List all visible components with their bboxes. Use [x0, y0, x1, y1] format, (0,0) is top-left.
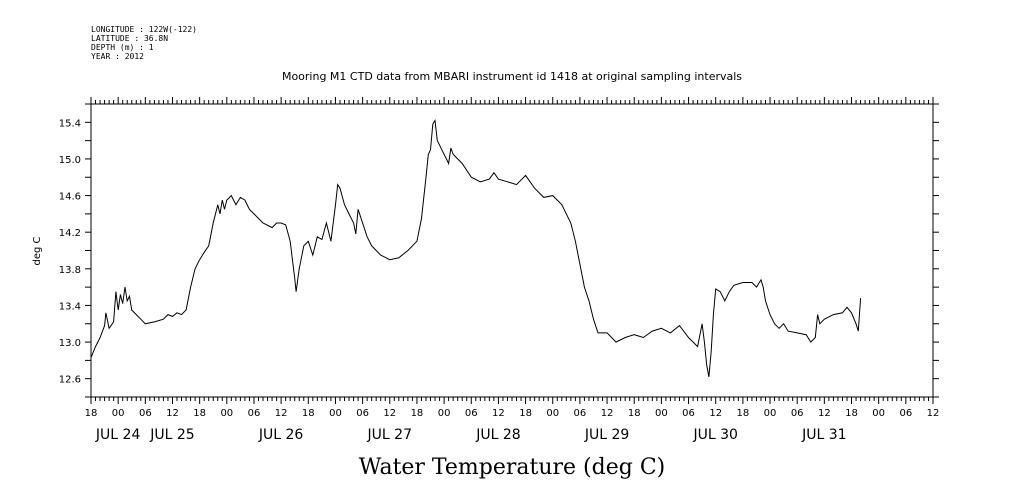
- y-tick-label: 15.4: [59, 118, 81, 129]
- x-tick-label: 06: [682, 408, 695, 419]
- longitude-text: LONGITUDE : 122W(-122): [91, 25, 197, 34]
- x-tick-label: 06: [139, 408, 152, 419]
- x-axis-title: Water Temperature (deg C): [359, 455, 666, 480]
- x-tick-label: 12: [492, 408, 505, 419]
- temperature-series-line: [90, 118, 862, 377]
- x-tick-label: 00: [546, 408, 559, 419]
- x-tick-label: 12: [927, 408, 940, 419]
- x-tick-label: 12: [709, 408, 722, 419]
- y-tick-label: 15.0: [59, 155, 81, 166]
- x-tick-labels: 18 00 06 12 18 00 06 12 18 00 06 12 18 00 06 12 18 00 06 12…: [85, 408, 940, 419]
- x-tick-label: 18: [737, 408, 750, 419]
- y-tick-labels: 12.6 13.0 13.4 13.8 14.2 14.6 15.0 15.4: [59, 118, 81, 385]
- latitude-text: LATITUDE : 36.8N: [91, 34, 168, 43]
- x-tick-label: 18: [85, 408, 98, 419]
- x-tick-label: 00: [764, 408, 777, 419]
- depth-text: DEPTH (m) : 1: [91, 43, 154, 52]
- x-tick-label: 06: [791, 408, 804, 419]
- x-day-label: JUL 30: [692, 427, 737, 443]
- x-tick-label: 06: [248, 408, 261, 419]
- y-tick-label: 13.8: [59, 265, 81, 276]
- x-tick-label: 06: [465, 408, 478, 419]
- year-text: YEAR : 2012: [91, 52, 144, 61]
- x-tick-label: 12: [275, 408, 288, 419]
- x-tick-label: 18: [628, 408, 641, 419]
- chart-title: Mooring M1 CTD data from MBARI instrumen…: [282, 70, 742, 83]
- x-tick-label: 00: [329, 408, 342, 419]
- day-labels: JUL 24 JUL 25 JUL 26 JUL 27 JUL 28 JUL 29 JUL …: [95, 427, 847, 443]
- x-tick-label: 00: [112, 408, 125, 419]
- plot-frame: [90, 103, 934, 398]
- x-day-label: JUL 24: [95, 427, 141, 443]
- tick-marks: [85, 97, 939, 404]
- y-tick-label: 14.6: [59, 192, 81, 203]
- x-tick-label: 12: [383, 408, 396, 419]
- x-tick-label: 18: [411, 408, 424, 419]
- y-tick-label: 13.0: [59, 338, 81, 349]
- x-tick-label: 00: [220, 408, 233, 419]
- x-tick-label: 00: [655, 408, 668, 419]
- y-tick-label: 13.4: [59, 301, 81, 312]
- x-tick-label: 18: [845, 408, 858, 419]
- x-tick-label: 06: [356, 408, 369, 419]
- x-tick-label: 12: [166, 408, 179, 419]
- x-tick-label: 06: [574, 408, 587, 419]
- x-tick-label: 18: [519, 408, 532, 419]
- y-axis-label: deg C: [32, 236, 43, 265]
- x-tick-label: 18: [193, 408, 206, 419]
- x-day-label: JUL 28: [475, 427, 520, 443]
- x-tick-label: 00: [872, 408, 885, 419]
- y-tick-label: 12.6: [59, 375, 81, 386]
- x-day-label: JUL 27: [367, 427, 412, 443]
- x-tick-label: 12: [601, 408, 614, 419]
- x-tick-label: 12: [818, 408, 831, 419]
- x-day-label: JUL 25: [149, 427, 194, 443]
- x-tick-label: 06: [899, 408, 912, 419]
- x-tick-label: 18: [302, 408, 315, 419]
- x-day-label: JUL 26: [258, 427, 304, 443]
- y-tick-label: 14.2: [59, 228, 81, 239]
- x-day-label: JUL 31: [801, 427, 846, 443]
- x-day-label: JUL 29: [584, 427, 629, 443]
- x-tick-label: 00: [438, 408, 451, 419]
